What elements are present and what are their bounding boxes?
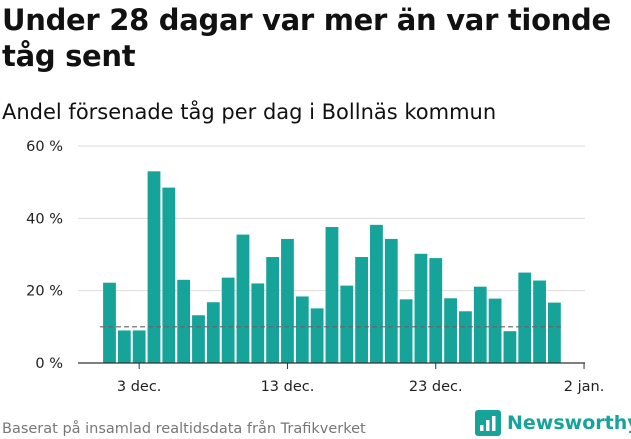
x-tick-label: 13 dec. bbox=[261, 379, 315, 395]
bar bbox=[370, 224, 383, 363]
bar bbox=[518, 272, 532, 363]
bar bbox=[548, 302, 561, 363]
bar bbox=[192, 315, 205, 363]
chart-title: Under 28 dagar var mer än var tionde tåg… bbox=[2, 3, 611, 73]
bar bbox=[162, 187, 176, 363]
bar bbox=[429, 258, 443, 363]
x-tick-label: 3 dec. bbox=[117, 379, 162, 395]
bar bbox=[236, 234, 250, 363]
y-tick-label: 40 % bbox=[26, 211, 63, 227]
bar bbox=[325, 227, 339, 363]
y-tick-label: 20 % bbox=[26, 284, 63, 300]
bar bbox=[295, 296, 309, 363]
bar bbox=[117, 330, 131, 363]
bar bbox=[251, 283, 265, 363]
x-tick-label: 23 dec. bbox=[409, 379, 463, 395]
bar-chart: 0 % 20 % 40 % 60 % 3 dec. 13 dec. 23 dec. 2 jan… bbox=[26, 139, 605, 395]
bar bbox=[473, 286, 487, 363]
bar bbox=[459, 311, 472, 363]
bar bbox=[132, 330, 146, 363]
chart-subtitle: Andel försenade tåg per dag i Bollnäs ko… bbox=[2, 100, 497, 124]
bar bbox=[488, 298, 502, 363]
bar bbox=[221, 277, 235, 363]
newsworthy-logo-text: Newsworthy bbox=[507, 412, 631, 434]
x-tick-label: 2 jan. bbox=[564, 379, 605, 395]
source-note: Baserat på insamlad realtidsdata från Tr… bbox=[2, 421, 366, 437]
bar bbox=[414, 253, 428, 363]
newsworthy-logo-icon bbox=[475, 410, 501, 436]
bar bbox=[177, 279, 191, 363]
bar bbox=[533, 280, 546, 363]
bar bbox=[103, 282, 116, 363]
bar bbox=[340, 285, 354, 363]
bar bbox=[444, 298, 457, 363]
bar bbox=[384, 238, 398, 363]
bar bbox=[503, 331, 517, 363]
y-tick-label: 0 % bbox=[35, 356, 63, 372]
newsworthy-logo: Newsworthy bbox=[475, 409, 631, 437]
bar bbox=[281, 238, 294, 363]
bar bbox=[355, 257, 369, 363]
bar bbox=[147, 171, 161, 363]
bar bbox=[266, 257, 280, 363]
bar bbox=[399, 299, 413, 363]
bar bbox=[206, 302, 220, 363]
y-tick-label: 60 % bbox=[26, 139, 63, 155]
bar bbox=[310, 308, 324, 363]
